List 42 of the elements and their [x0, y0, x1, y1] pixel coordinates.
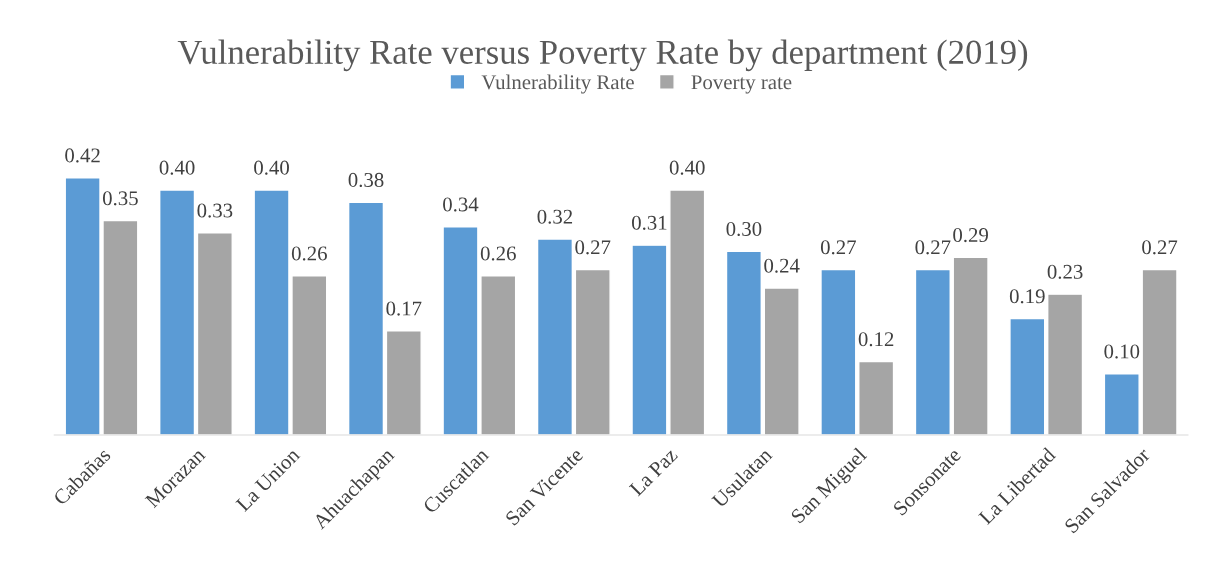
- data-label: 0.31: [632, 215, 667, 230]
- bar: [196, 232, 233, 436]
- data-label: 0.33: [197, 203, 233, 218]
- bar: [1047, 293, 1084, 436]
- data-label: 0.40: [669, 160, 705, 175]
- bar: [347, 201, 385, 436]
- data-label: 0.27: [575, 240, 611, 255]
- data-label: 0.10: [1104, 344, 1140, 359]
- bar: [763, 287, 800, 436]
- bar: [952, 256, 989, 436]
- data-label: 0.26: [480, 246, 516, 261]
- chart-title: Vulnerability Rate versus Poverty Rate by department (2019): [177, 39, 1028, 72]
- bar: [914, 268, 951, 436]
- data-label: 0.23: [1047, 264, 1083, 279]
- bar: [574, 268, 611, 436]
- bar: [536, 238, 574, 436]
- data-label: 0.24: [764, 258, 800, 273]
- data-label: 0.35: [102, 191, 138, 206]
- data-label: 0.27: [1142, 240, 1178, 255]
- legend-label: Vulnerability Rate: [481, 74, 634, 94]
- bar: [858, 360, 895, 436]
- bar: [1009, 317, 1046, 436]
- data-label: 0.40: [254, 160, 289, 175]
- data-label: 0.19: [1009, 289, 1045, 304]
- legend-label: Poverty rate: [691, 75, 792, 94]
- bar: [385, 330, 422, 436]
- bar: [725, 250, 762, 436]
- data-label: 0.27: [820, 240, 856, 255]
- data-label: 0.27: [915, 240, 951, 255]
- x-tick-label: La Paz: [628, 447, 679, 497]
- bar: [820, 268, 857, 436]
- data-label: 0.38: [348, 172, 384, 188]
- data-label: 0.12: [858, 332, 894, 347]
- data-label: 0.26: [291, 246, 327, 261]
- data-label: 0.40: [159, 160, 195, 175]
- data-label: 0.17: [386, 301, 422, 316]
- data-label: 0.29: [953, 228, 989, 243]
- bar: [159, 189, 196, 436]
- data-label: 0.30: [726, 221, 762, 237]
- data-label: 0.34: [443, 197, 479, 212]
- data-label: 0.32: [537, 209, 573, 224]
- data-label: 0.42: [65, 148, 100, 163]
